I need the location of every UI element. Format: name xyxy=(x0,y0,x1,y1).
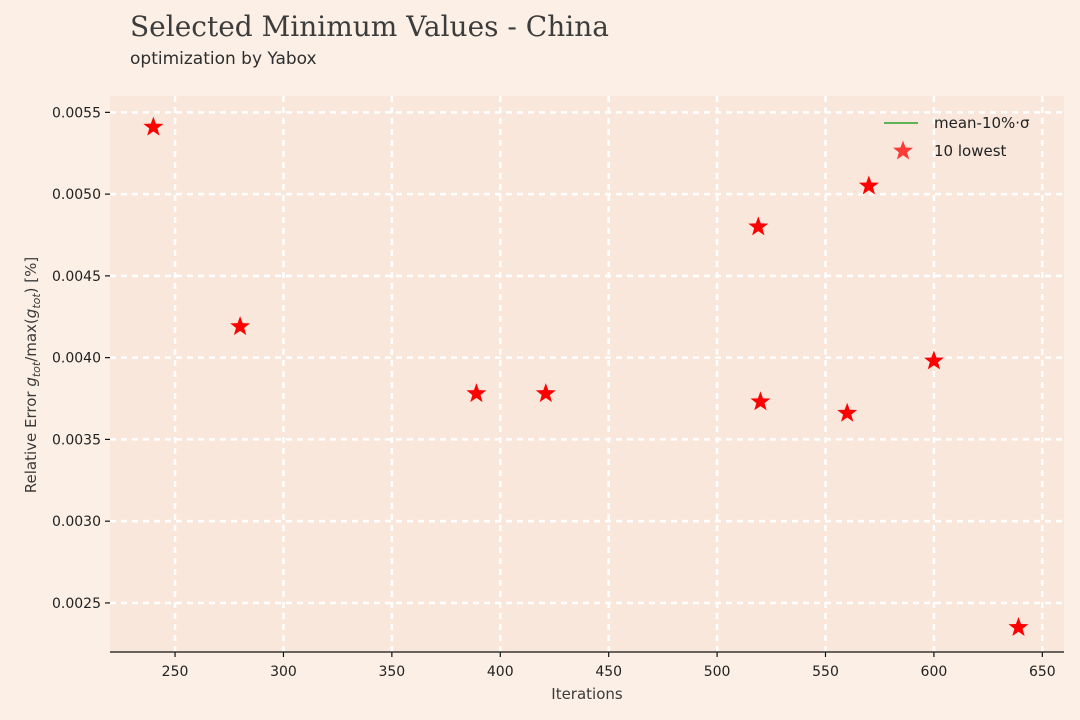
y-tick-label: 0.0040 xyxy=(52,351,101,367)
x-tick-label: 400 xyxy=(487,664,514,680)
x-tick-label: 550 xyxy=(812,664,839,680)
legend-label-lowest: 10 lowest xyxy=(934,142,1007,160)
data-point-star xyxy=(1008,616,1029,636)
x-tick-label: 650 xyxy=(1029,664,1056,680)
x-axis-ticks: 250 300 350 400 450 500 550 600 650 xyxy=(162,652,1056,680)
x-tick-label: 350 xyxy=(378,664,405,680)
data-point-star xyxy=(143,116,164,136)
data-point-star xyxy=(837,402,858,422)
y-tick-label: 0.0055 xyxy=(52,105,101,121)
x-tick-label: 600 xyxy=(921,664,948,680)
data-point-star xyxy=(923,350,944,370)
y-tick-label: 0.0025 xyxy=(52,596,101,612)
x-axis-label: Iterations xyxy=(551,685,623,703)
plot-area xyxy=(110,96,1064,652)
x-tick-label: 450 xyxy=(595,664,622,680)
y-tick-label: 0.0030 xyxy=(52,514,101,530)
legend-star-marker xyxy=(893,140,913,160)
data-point-star xyxy=(230,316,251,336)
data-point-star xyxy=(466,383,487,403)
y-tick-label: 0.0050 xyxy=(52,187,101,203)
chart-title: Selected Minimum Values - China xyxy=(130,10,609,43)
data-points xyxy=(143,116,1029,636)
grid-lines xyxy=(110,96,1064,652)
data-point-star xyxy=(748,216,769,236)
data-point-star xyxy=(858,175,879,195)
x-tick-label: 500 xyxy=(704,664,731,680)
chart-subtitle: optimization by Yabox xyxy=(130,49,317,69)
x-tick-label: 250 xyxy=(162,664,189,680)
legend: mean-10%·σ 10 lowest xyxy=(884,114,1030,160)
y-axis-ticks: 0.0025 0.0030 0.0035 0.0040 0.0045 0.0050 0.00… xyxy=(52,105,110,612)
y-axis-label: Relative Error gtot/max(gtot) [%] xyxy=(22,257,43,494)
legend-label-mean: mean-10%·σ xyxy=(934,114,1030,132)
data-point-star xyxy=(535,383,556,403)
x-tick-label: 300 xyxy=(270,664,297,680)
y-tick-label: 0.0045 xyxy=(52,269,101,285)
data-point-star xyxy=(750,391,771,411)
y-tick-label: 0.0035 xyxy=(52,432,101,448)
